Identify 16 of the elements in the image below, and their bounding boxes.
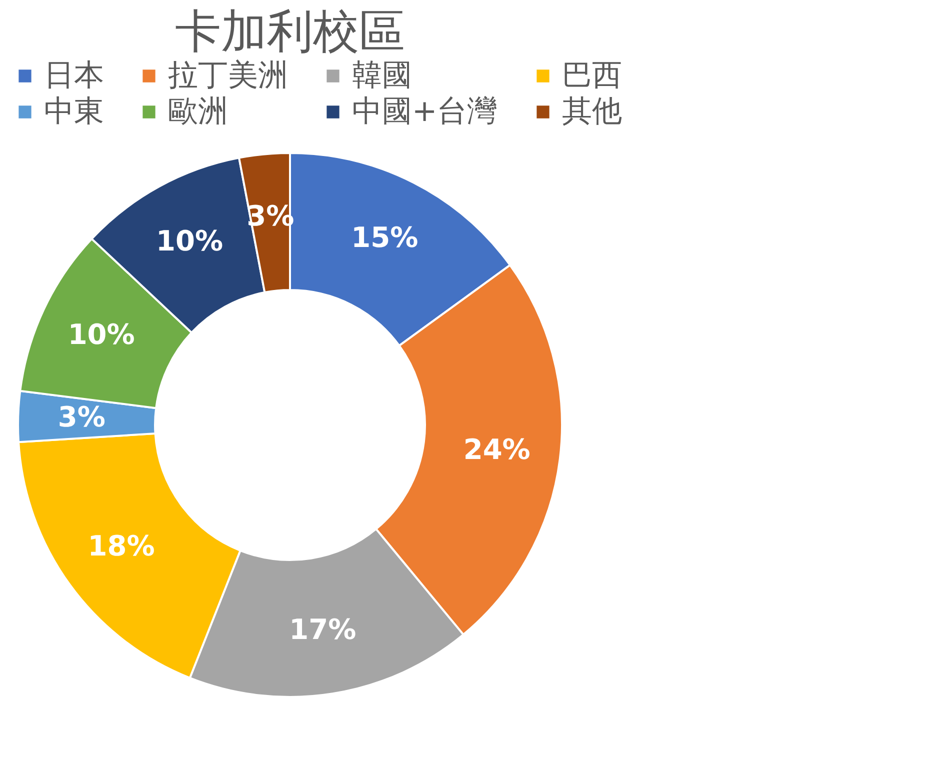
data-label: 10% <box>68 318 135 352</box>
data-label: 15% <box>351 221 418 254</box>
data-label: 18% <box>88 530 155 563</box>
data-label: 24% <box>463 433 530 466</box>
legend-label: 中東 <box>44 94 104 129</box>
legend-label: 日本 <box>44 58 104 93</box>
chart-title: 卡加利校區 <box>175 4 405 58</box>
data-label: 17% <box>289 612 356 646</box>
legend-label: 其他 <box>562 94 622 129</box>
data-label: 3% <box>58 400 106 434</box>
legend-label: 中國+台灣 <box>352 94 498 129</box>
data-label: 10% <box>156 224 224 258</box>
legend-label: 韓國 <box>352 58 412 93</box>
legend-label: 巴西 <box>562 58 622 93</box>
legend-label: 歐洲 <box>168 94 228 129</box>
legend-label: 拉丁美洲 <box>168 58 288 93</box>
